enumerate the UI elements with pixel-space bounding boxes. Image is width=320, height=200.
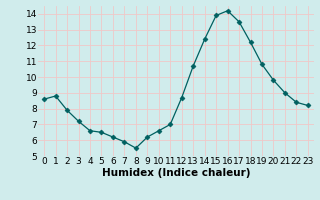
X-axis label: Humidex (Indice chaleur): Humidex (Indice chaleur) (102, 168, 250, 178)
